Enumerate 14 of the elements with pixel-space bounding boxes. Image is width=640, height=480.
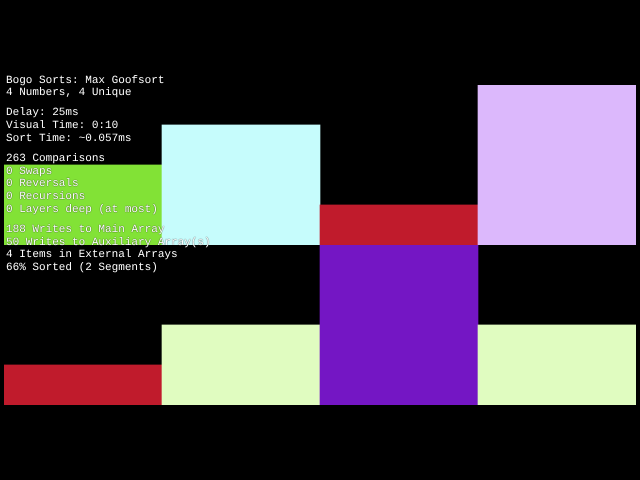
bar	[478, 85, 636, 245]
annotation: 4 Items in External Arrays	[6, 249, 178, 262]
annotation: Visual Time: 0:10	[6, 120, 118, 133]
annotation: 0 Swaps	[6, 166, 52, 178]
annotation: Sort Time: ~0.057ms	[6, 132, 132, 146]
annotation: 263 Comparisons	[6, 153, 106, 166]
text: 4 Numbers, 4 Unique	[6, 87, 132, 100]
bar	[320, 204, 478, 245]
annotation: 0 Layers deep (at most)	[6, 204, 158, 217]
annotation: 0 Recursions	[6, 191, 86, 204]
annotation: 0 Reversals	[6, 178, 79, 191]
text: Bogo Sorts: Max Goofsort	[6, 74, 164, 87]
annotation: 66% Sorted (2 Segments)	[6, 262, 158, 276]
annotation: Delay: 25ms	[6, 107, 79, 120]
